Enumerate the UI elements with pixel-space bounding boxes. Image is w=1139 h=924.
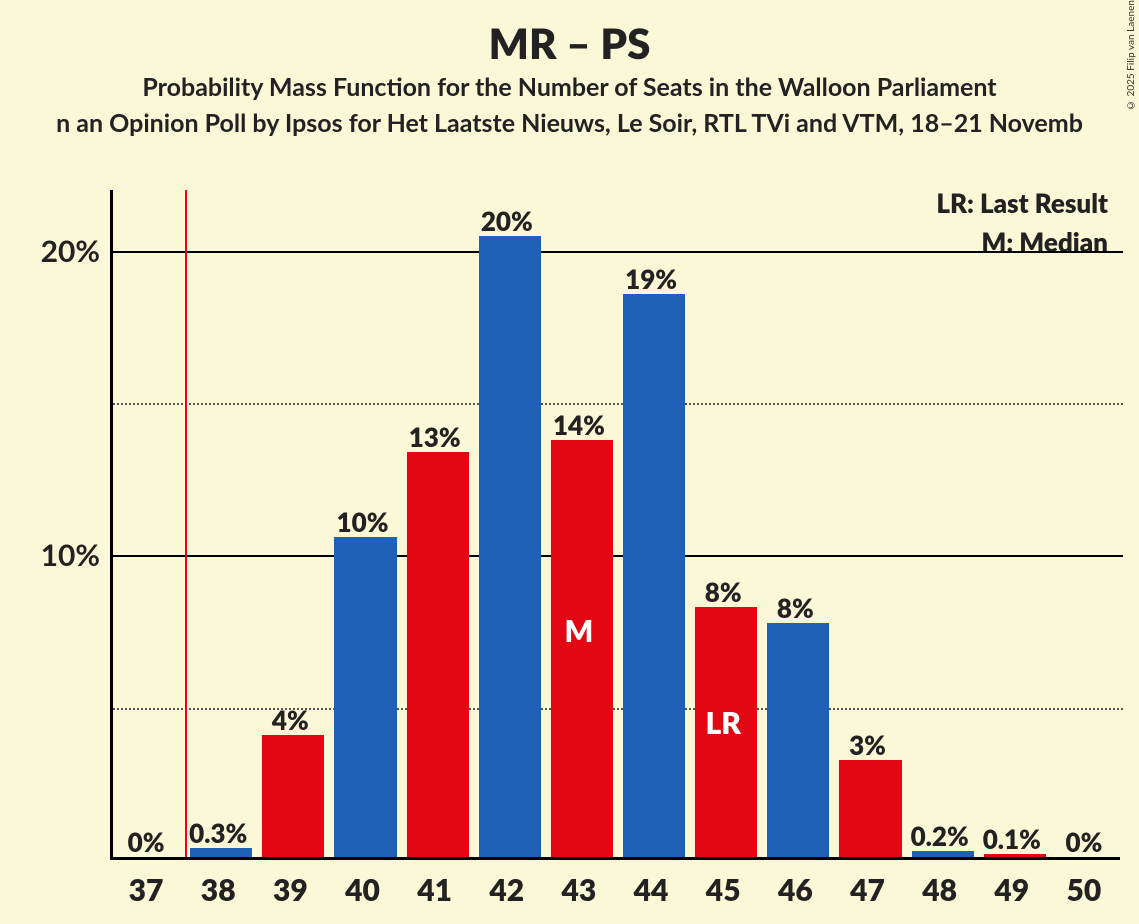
bar-value-label: 10%	[337, 506, 389, 538]
x-axis-tick-label: 44	[634, 872, 669, 908]
bar-value-label: 14%	[553, 409, 605, 441]
x-axis-tick-label: 42	[489, 872, 524, 908]
plot-region: LR: Last Result M: Median	[110, 190, 1120, 860]
bar	[262, 735, 324, 857]
bar-value-label: 4%	[272, 704, 309, 736]
x-axis-tick-label: 48	[922, 872, 957, 908]
x-axis-tick-label: 49	[994, 872, 1029, 908]
chart-area: LR: Last Result M: Median 10%20% 3738394…	[110, 190, 1120, 860]
bar-inner-label: LR	[705, 705, 740, 741]
x-axis-tick-label: 43	[562, 872, 597, 908]
x-axis-tick-label: 50	[1067, 872, 1102, 908]
bar	[623, 294, 685, 857]
bar	[479, 236, 541, 857]
bar	[839, 760, 901, 857]
x-axis-tick-label: 46	[778, 872, 813, 908]
bar-inner-label: M	[565, 613, 594, 649]
x-axis-tick-label: 40	[345, 872, 380, 908]
bar-value-label: 20%	[481, 205, 533, 237]
y-axis-tick-label: 10%	[0, 537, 100, 573]
x-axis-tick-label: 45	[706, 872, 741, 908]
bar	[190, 848, 252, 857]
bar-value-label: 19%	[625, 263, 677, 295]
titles-block: MR – PS Probability Mass Function for th…	[0, 0, 1139, 138]
bars-container	[113, 187, 1123, 857]
bar-value-label: 0.2%	[911, 820, 969, 852]
x-axis-tick-label: 38	[201, 872, 236, 908]
chart-source-line: n an Opinion Poll by Ipsos for Het Laats…	[0, 108, 1139, 138]
bar-value-label: 8%	[705, 576, 742, 608]
x-axis-labels: 37 38 39 40 41 42 43 44 45 46 47 48 49 50	[110, 868, 1120, 918]
bar-value-label: 0.1%	[983, 823, 1041, 855]
bar	[407, 452, 469, 857]
x-axis-tick-label: 37	[129, 872, 164, 908]
bar-value-label: 0%	[128, 826, 165, 858]
chart-title: MR – PS	[0, 18, 1139, 68]
bar-value-label: 13%	[409, 421, 461, 453]
bar	[334, 537, 396, 857]
bar-value-label: 0.3%	[189, 817, 247, 849]
x-axis-tick-label: 39	[273, 872, 308, 908]
chart-subtitle: Probability Mass Function for the Number…	[0, 72, 1139, 102]
x-axis-tick-label: 47	[850, 872, 885, 908]
bar	[767, 623, 829, 858]
copyright-text: © 2025 Filip van Laenen	[1125, 0, 1137, 111]
bar-value-label: 0%	[1066, 826, 1103, 858]
y-axis-tick-label: 20%	[0, 233, 100, 269]
bar-value-label: 8%	[777, 592, 814, 624]
bar-value-label: 3%	[849, 729, 886, 761]
x-axis-tick-label: 41	[417, 872, 452, 908]
